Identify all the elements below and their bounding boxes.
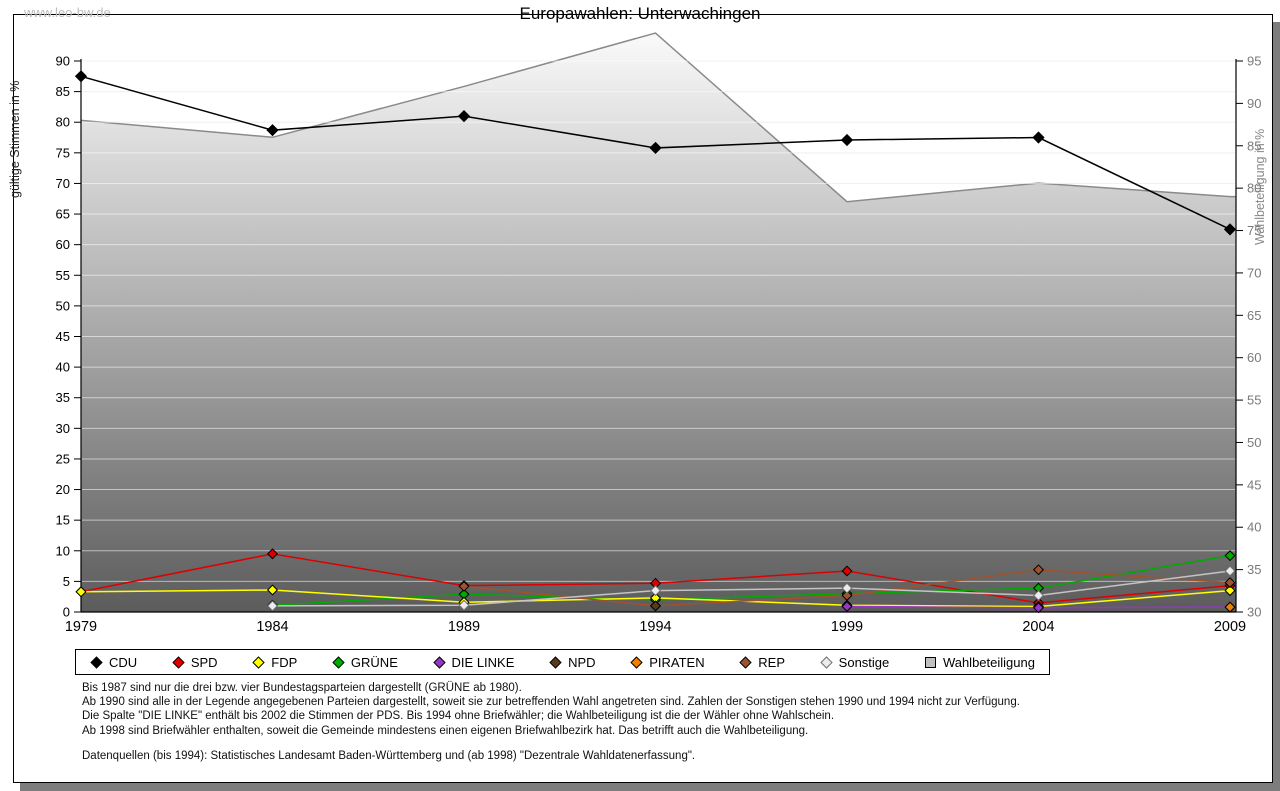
legend-label: DIE LINKE	[451, 654, 515, 670]
svg-text:35: 35	[56, 390, 70, 405]
svg-text:85: 85	[56, 84, 70, 99]
svg-text:75: 75	[1247, 223, 1261, 238]
svg-text:80: 80	[1247, 181, 1261, 196]
svg-text:1979: 1979	[65, 619, 97, 635]
legend-label: FDP	[271, 654, 298, 670]
party-diamond-icon	[549, 655, 562, 669]
svg-text:55: 55	[1247, 393, 1261, 408]
party-diamond-icon	[90, 655, 103, 669]
party-diamond-icon	[630, 655, 643, 669]
svg-text:50: 50	[1247, 435, 1261, 450]
svg-text:20: 20	[56, 482, 70, 497]
svg-text:gültige Stimmen in %: gültige Stimmen in %	[8, 81, 22, 198]
svg-text:1999: 1999	[831, 619, 863, 635]
svg-text:35: 35	[1247, 562, 1261, 577]
svg-text:1984: 1984	[256, 619, 288, 635]
party-diamond-icon	[332, 655, 345, 669]
legend-label: GRÜNE	[350, 654, 398, 670]
legend-item-die-linke: DIE LINKE	[432, 654, 515, 670]
legend-label: PIRATEN	[649, 654, 705, 670]
svg-text:2004: 2004	[1022, 619, 1054, 635]
legend-label: REP	[758, 654, 785, 670]
chart-legend: CDU SPD FDP GRÜNE DIE LINKE NPD PIRATEN REP Sons…	[75, 649, 1050, 675]
legend-item-wahlbeteiligung: Wahlbeteiligung	[924, 655, 1035, 670]
footnote-line: Ab 1998 sind Briefwähler enthalten, sowe…	[82, 724, 809, 737]
svg-text:40: 40	[1247, 520, 1261, 535]
svg-text:10: 10	[56, 543, 70, 558]
watermark: www.leo-bw.de	[24, 5, 111, 20]
legend-item-npd: NPD	[549, 654, 596, 670]
svg-text:40: 40	[56, 360, 70, 375]
svg-text:90: 90	[1247, 96, 1261, 111]
svg-text:Wahlbeteiligung in %: Wahlbeteiligung in %	[1253, 129, 1267, 245]
legend-item-spd: SPD	[172, 655, 218, 670]
footnote-line: Ab 1990 sind alle in der Legende angegeb…	[82, 696, 1020, 709]
svg-text:65: 65	[1247, 308, 1261, 323]
svg-text:25: 25	[56, 451, 70, 466]
svg-text:5: 5	[63, 574, 70, 589]
svg-text:55: 55	[56, 268, 70, 283]
legend-label: SPD	[190, 654, 218, 670]
legend-label: Wahlbeteiligung	[942, 654, 1035, 670]
svg-text:30: 30	[56, 421, 70, 436]
party-diamond-icon	[819, 655, 833, 669]
svg-text:70: 70	[1247, 265, 1261, 280]
svg-text:1994: 1994	[639, 619, 671, 635]
source-line: Datenquellen (bis 1994): Statistisches L…	[82, 750, 696, 762]
legend-item-grüne: GRÜNE	[332, 655, 398, 670]
footnote-line: Bis 1987 sind nur die drei bzw. vier Bun…	[82, 682, 522, 694]
svg-text:90: 90	[56, 54, 70, 69]
svg-text:30: 30	[1247, 605, 1261, 620]
legend-label: CDU	[109, 654, 138, 670]
svg-text:60: 60	[1247, 350, 1261, 365]
svg-text:0: 0	[63, 605, 70, 620]
svg-text:15: 15	[56, 513, 70, 528]
svg-text:45: 45	[56, 329, 70, 344]
turnout-swatch-icon	[924, 656, 936, 668]
svg-text:50: 50	[56, 298, 70, 313]
svg-text:70: 70	[56, 176, 70, 191]
svg-text:45: 45	[1247, 477, 1261, 492]
party-diamond-icon	[172, 655, 185, 669]
legend-item-cdu: CDU	[90, 655, 137, 670]
legend-item-sonstige: Sonstige	[819, 654, 890, 670]
svg-text:95: 95	[1247, 54, 1261, 69]
svg-text:75: 75	[56, 145, 70, 160]
party-diamond-icon	[432, 655, 446, 669]
footnotes: Bis 1987 sind nur die drei bzw. vier Bun…	[82, 681, 1020, 738]
party-diamond-icon	[739, 655, 752, 669]
svg-text:60: 60	[56, 237, 70, 252]
legend-label: Sonstige	[838, 654, 890, 670]
legend-item-fdp: FDP	[252, 655, 297, 670]
legend-item-rep: REP	[739, 655, 785, 670]
svg-text:1989: 1989	[448, 619, 480, 635]
svg-text:80: 80	[56, 115, 70, 130]
legend-label: NPD	[568, 654, 596, 670]
svg-text:85: 85	[1247, 138, 1261, 153]
page-title: Europawahlen: Unterwachingen	[519, 4, 761, 23]
legend-item-piraten: PIRATEN	[630, 654, 705, 670]
svg-text:2009: 2009	[1214, 619, 1246, 635]
svg-text:65: 65	[56, 207, 70, 222]
footnote-line: Die Spalte "DIE LINKE" enthält bis 2002 …	[82, 710, 835, 723]
party-diamond-icon	[252, 655, 265, 669]
